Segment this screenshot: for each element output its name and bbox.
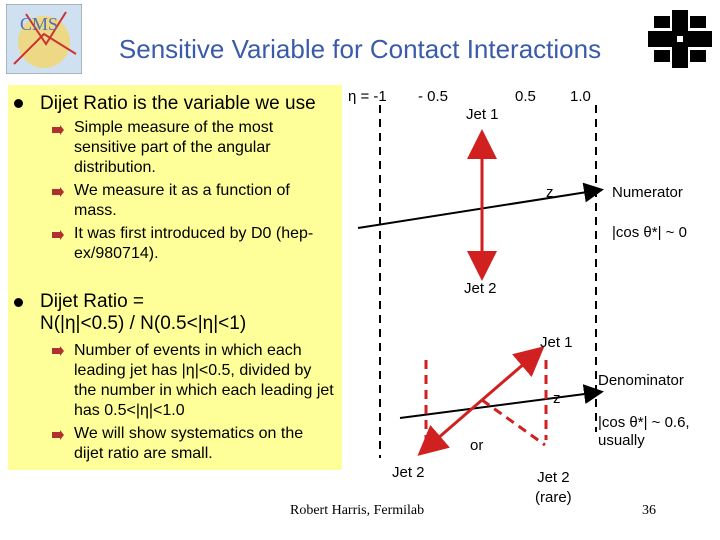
bullet xyxy=(14,298,23,307)
jet-label: Jet 2 xyxy=(464,280,497,297)
eta-label: η = -1 xyxy=(348,88,387,105)
or-label: or xyxy=(470,437,484,454)
sub-bullet-text: Simple measure of the most sensitive par… xyxy=(74,119,274,176)
sub-bullet-arrow xyxy=(52,125,64,135)
jet-label: Jet 1 xyxy=(466,106,499,123)
jet-label: Jet 1 xyxy=(540,334,573,351)
fermilab-logo xyxy=(648,10,712,68)
slide-title: Sensitive Variable for Contact Interacti… xyxy=(118,34,602,64)
sub-bullet-arrow xyxy=(52,346,64,356)
sub-bullet-text: Number of events in which each leading j… xyxy=(74,342,334,419)
eta-label: - 0.5 xyxy=(418,88,449,105)
bullet xyxy=(14,99,23,108)
footer-author: Robert Harris, Fermilab xyxy=(290,503,425,518)
jet-label: Jet 2 xyxy=(392,464,425,481)
sub-bullet-text: We measure it as a function of mass. xyxy=(74,182,290,219)
bullet-text: Dijet Ratio is the variable we use xyxy=(40,93,316,114)
numerator-label: Numerator xyxy=(612,184,683,201)
sub-bullet-text: We will show systematics on the dijet ra… xyxy=(74,425,304,462)
text-panel xyxy=(8,85,342,470)
page-number: 36 xyxy=(642,503,656,518)
cms-logo: CMS xyxy=(6,4,82,74)
denominator-label: Denominator xyxy=(598,372,684,389)
sub-bullet-arrow xyxy=(52,187,64,197)
cos-label: |cos θ*| ~ 0 xyxy=(612,224,687,241)
eta-label: 1.0 xyxy=(570,88,591,105)
eta-label: 0.5 xyxy=(515,88,536,105)
sub-bullet-arrow xyxy=(52,230,64,240)
axis-label: z xyxy=(553,390,561,407)
bullet-text: Dijet Ratio = N(|η|<0.5) / N(0.5<|η|<1) xyxy=(40,291,247,334)
sub-bullet-text: It was first introduced by D0 (hep-ex/98… xyxy=(74,225,314,262)
cos-label: |cos θ*| ~ 0.6, usually xyxy=(598,414,690,449)
jet-label: Jet 2 (rare) xyxy=(535,469,572,506)
svg-text:CMS: CMS xyxy=(20,14,58,34)
sub-bullet-arrow xyxy=(52,430,64,440)
axis-label: z xyxy=(546,184,554,201)
